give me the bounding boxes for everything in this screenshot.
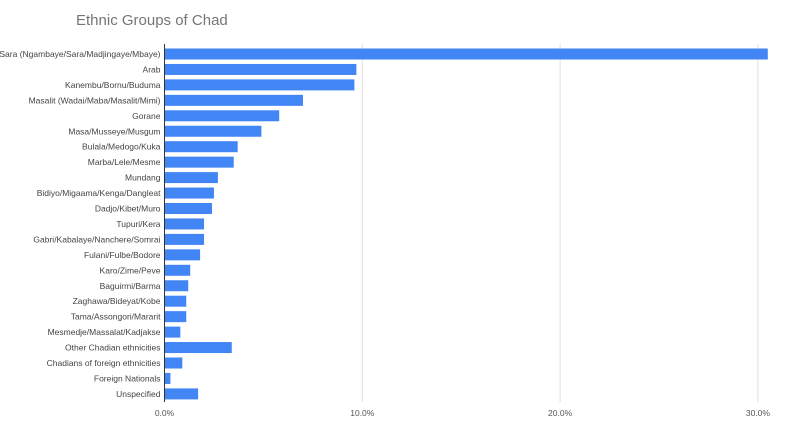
category-label: Bidiyo/Migaama/Kenga/Dangleat [37,188,161,198]
bar[interactable] [164,79,355,91]
category-label: Mundang [125,173,161,183]
bar[interactable] [164,295,187,307]
category-label: Tama/Assongori/Mararit [71,312,161,322]
bar[interactable] [164,342,232,354]
bar[interactable] [164,326,181,338]
category-label: Kanembu/Bornu/Buduma [65,80,161,90]
chart-title: Ethnic Groups of Chad [76,12,228,29]
category-label: Gorane [132,111,161,121]
category-label: Zaghawa/Bideyat/Kobe [73,296,161,306]
bar[interactable] [164,218,205,230]
category-label: Dadjo/Kibet/Muro [95,204,161,214]
bar[interactable] [164,172,218,184]
bar[interactable] [164,249,201,261]
bar[interactable] [164,63,357,75]
category-label: Chadians of foreign ethnicities [47,358,161,368]
category-label: Masa/Musseye/Musgum [68,126,160,136]
category-label: Fulani/Fulbe/Bodore [84,250,161,260]
category-label: Sara (Ngambaye/Sara/Madjingaye/Mbaye) [0,49,161,59]
bar[interactable] [164,233,205,245]
category-label: Karo/Zime/Peve [100,265,161,275]
category-label: Bulala/Medogo/Kuka [82,142,161,152]
category-label: Masalit (Wadai/Maba/Masalit/Mimi) [29,95,161,105]
category-label: Other Chadian ethnicities [65,343,160,353]
category-label: Foreign Nationals [94,373,161,383]
category-label: Mesmedje/Massalat/Kadjakse [48,327,161,337]
bar[interactable] [164,187,214,199]
bar[interactable] [164,94,303,106]
category-label: Tupuri/Kera [116,219,160,229]
x-tick-label: 10.0% [350,408,375,418]
category-label: Arab [143,64,161,74]
category-label: Marba/Lele/Mesme [88,157,161,167]
bar[interactable] [164,388,199,400]
bar[interactable] [164,280,189,292]
category-label: Baguirmi/Barma [100,281,161,291]
x-tick-label: 0.0% [155,408,175,418]
category-label: Gabri/Kabalaye/Nanchere/Somrai [33,234,160,244]
bar[interactable] [164,156,234,168]
bar[interactable] [164,125,262,137]
bar[interactable] [164,357,183,369]
bar[interactable] [164,264,191,276]
bar[interactable] [164,203,212,214]
bar[interactable] [164,311,187,323]
bar[interactable] [164,110,280,122]
bar[interactable] [164,141,238,153]
x-tick-label: 30.0% [746,408,771,418]
category-label: Unspecified [116,389,161,399]
x-tick-label: 20.0% [548,408,573,418]
bar[interactable] [164,372,171,384]
bar[interactable] [164,48,768,60]
